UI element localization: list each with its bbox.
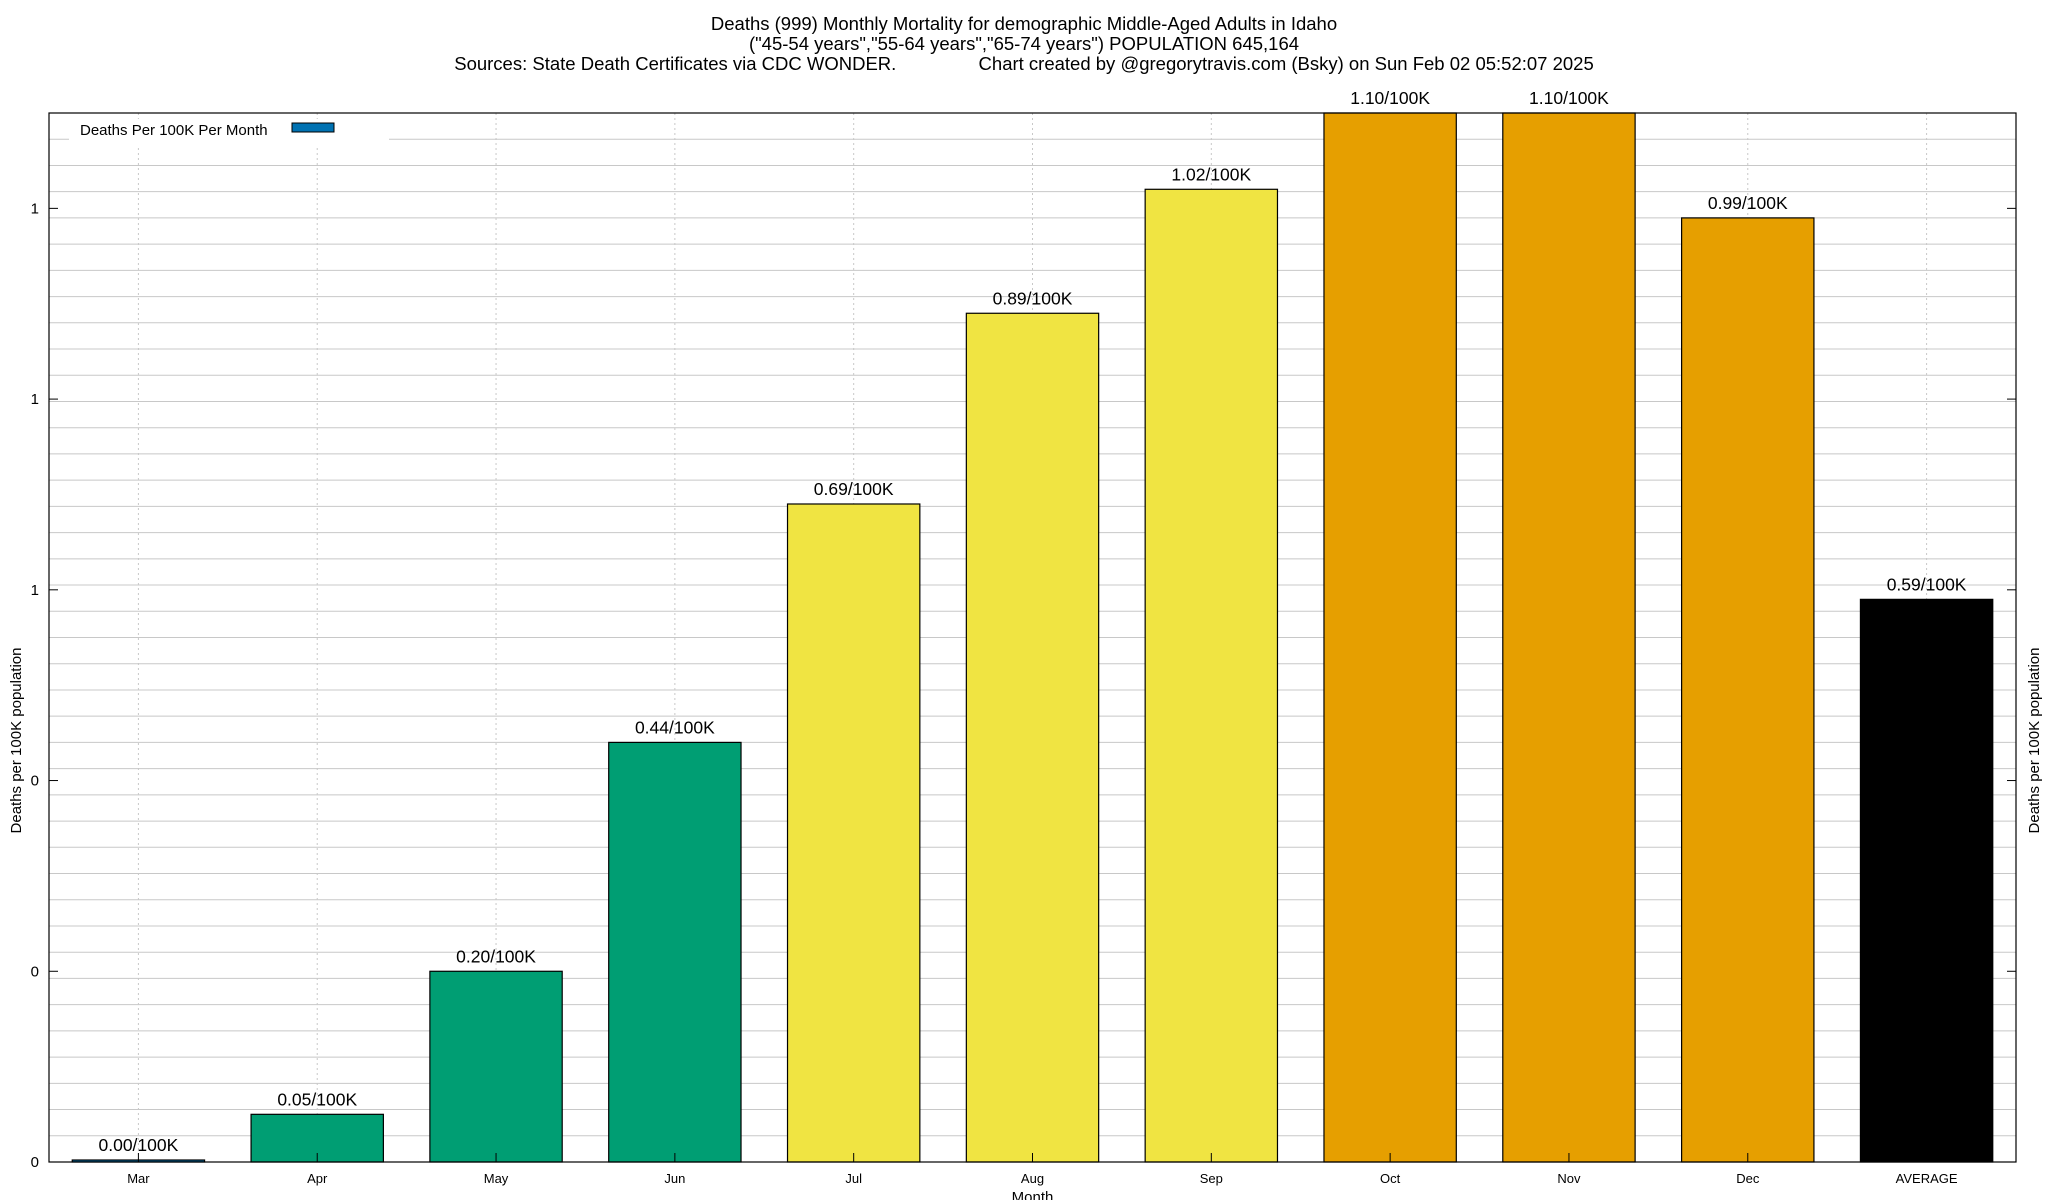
y-tick-label: 1 <box>31 200 39 217</box>
data-label: 1.10/100K <box>1529 88 1609 108</box>
bar-average <box>1859 598 1994 1163</box>
x-tick-label: May <box>484 1171 509 1186</box>
bar-jul <box>786 503 921 1163</box>
x-tick-label: Oct <box>1380 1171 1401 1186</box>
bar-dec <box>1681 217 1815 1163</box>
chart-subtitle-sources: Sources: State Death Certificates via CD… <box>454 53 1594 74</box>
y-tick-label: 0 <box>31 773 39 790</box>
data-label: 0.69/100K <box>814 479 894 499</box>
x-tick-label: Aug <box>1021 1171 1044 1186</box>
y-tick-label: 0 <box>31 963 39 980</box>
y2-axis-label: Deaths per 100K population <box>2026 648 2043 834</box>
bar-may <box>429 970 563 1163</box>
x-tick-label: Dec <box>1736 1171 1760 1186</box>
x-tick-label: Jun <box>664 1171 685 1186</box>
data-label: 1.02/100K <box>1171 164 1251 184</box>
legend-swatch <box>291 122 335 133</box>
chart-subtitle-age-groups: ("45-54 years","55-64 years","65-74 year… <box>748 33 1300 54</box>
bar-sep <box>1144 188 1279 1163</box>
data-label: 0.59/100K <box>1887 574 1967 594</box>
bar-aug <box>965 312 1100 1163</box>
chart-title-block: Deaths (999) Monthly Mortality for demog… <box>0 14 2048 74</box>
data-label: 0.20/100K <box>456 946 536 966</box>
data-label: 0.44/100K <box>635 717 715 737</box>
data-label: 1.10/100K <box>1350 88 1430 108</box>
y-tick-label: 1 <box>31 582 39 599</box>
data-label: 0.05/100K <box>277 1089 357 1109</box>
data-label: 0.89/100K <box>993 288 1073 308</box>
data-label: 0.99/100K <box>1708 193 1788 213</box>
x-tick-label: Sep <box>1200 1171 1223 1186</box>
x-tick-label: Jul <box>845 1171 862 1186</box>
x-tick-label: Apr <box>307 1171 328 1186</box>
bar-oct <box>1323 112 1457 1163</box>
bar-nov <box>1502 112 1636 1163</box>
bar-jun <box>608 741 742 1163</box>
x-tick-label: Nov <box>1557 1171 1581 1186</box>
plot-border <box>48 112 2017 1163</box>
legend-label: Deaths Per 100K Per Month <box>80 122 268 139</box>
y-tick-label: 1 <box>31 391 39 408</box>
chart-title: Deaths (999) Monthly Mortality for demog… <box>710 13 1338 34</box>
y-axis-label: Deaths per 100K population <box>8 648 25 834</box>
legend-box <box>69 119 389 145</box>
data-label: 0.00/100K <box>99 1135 179 1155</box>
x-tick-label: Mar <box>127 1171 150 1186</box>
y-tick-label: 0 <box>31 1154 39 1171</box>
x-axis-label: Month <box>1012 1189 1054 1200</box>
x-tick-label: AVERAGE <box>1896 1171 1958 1186</box>
